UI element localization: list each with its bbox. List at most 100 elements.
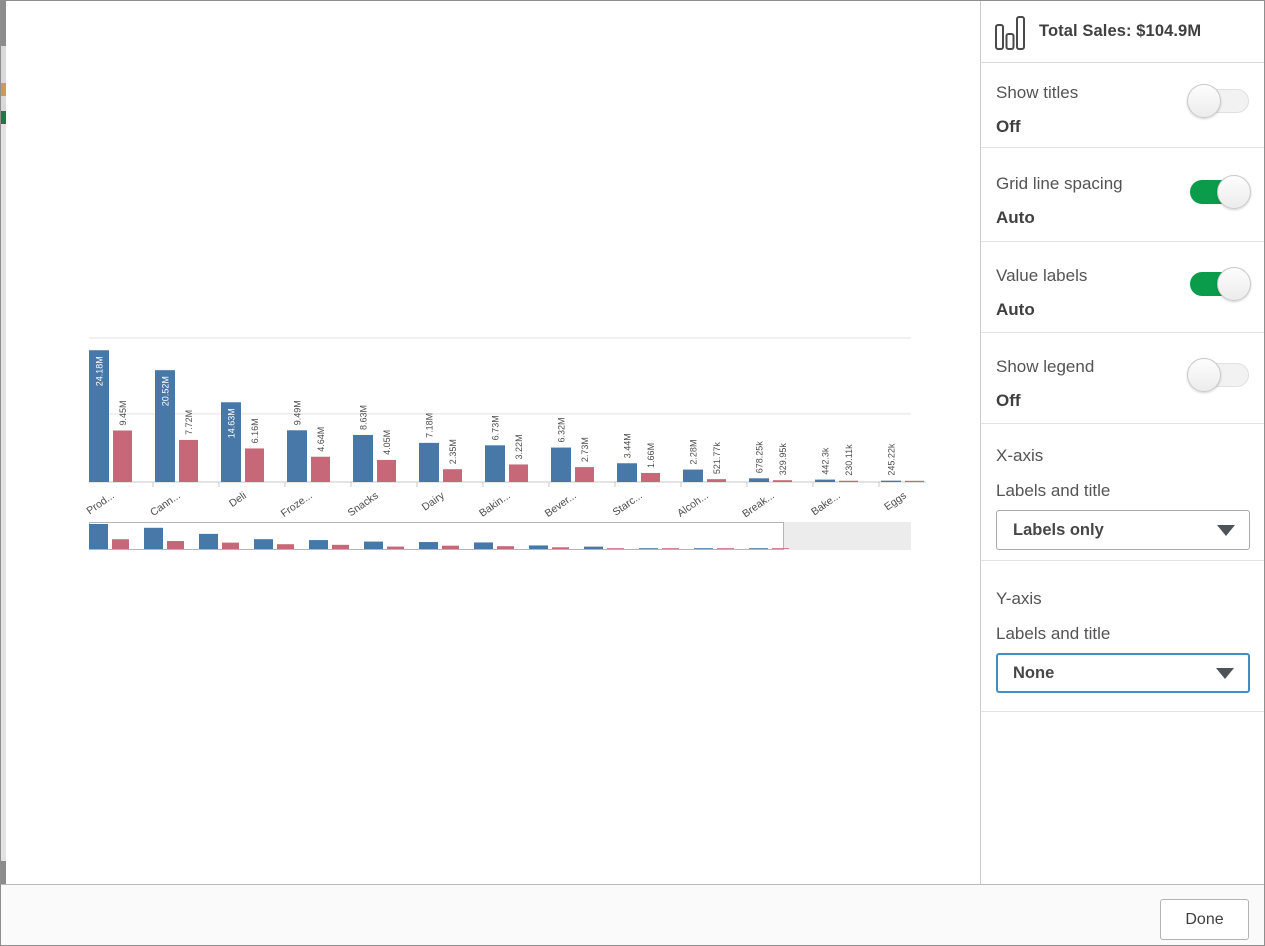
bar-series1-6[interactable]: [485, 445, 505, 482]
show-legend-toggle[interactable]: [1187, 357, 1251, 393]
edge-segment: [1, 46, 6, 83]
chevron-down-icon: [1217, 525, 1235, 536]
mini-bar-series2-7: [497, 546, 514, 549]
setting-x-axis: X-axis Labels and title Labels only: [981, 424, 1264, 561]
value-label: 4.64M: [316, 427, 326, 452]
bar-series2-2[interactable]: [245, 448, 264, 482]
x-axis-label: Dairy: [420, 489, 448, 513]
x-axis-label: Starc...: [611, 490, 645, 519]
setting-value: Off: [996, 391, 1021, 410]
y-axis-labels-dropdown[interactable]: None: [996, 653, 1250, 693]
mini-bar-series1-12: [749, 548, 768, 549]
edge-segment: [1, 96, 6, 111]
bar-series2-12[interactable]: [905, 480, 924, 482]
setting-value: Auto: [996, 208, 1035, 227]
value-label: 2.35M: [448, 439, 458, 464]
bar-series1-2[interactable]: [221, 402, 241, 482]
bar-series1-1[interactable]: [155, 370, 175, 482]
mini-bar-series1-8: [529, 545, 548, 549]
value-label: 4.05M: [382, 430, 392, 455]
setting-value-labels: Value labels Auto: [981, 242, 1264, 333]
bar-series2-1[interactable]: [179, 439, 198, 482]
setting-grid-line-spacing: Grid line spacing Auto: [981, 148, 1264, 242]
mini-bar-series2-0: [112, 539, 129, 549]
bar-series2-8[interactable]: [641, 472, 660, 482]
x-axis-label: Alcoh...: [675, 490, 711, 520]
mini-bar-series2-9: [607, 548, 624, 549]
mini-bar-series1-10: [639, 548, 658, 549]
setting-label: Value labels: [996, 266, 1088, 285]
x-axis-label: Bake...: [809, 490, 843, 519]
mini-bar-series2-3: [277, 544, 294, 549]
toggle-knob: [1187, 84, 1221, 118]
bar-series1-3[interactable]: [287, 430, 307, 482]
bar-series2-6[interactable]: [509, 464, 528, 482]
grid-line-spacing-toggle[interactable]: [1187, 174, 1251, 210]
toggle-knob: [1217, 175, 1251, 209]
value-label: 442.3k: [821, 447, 831, 475]
done-button[interactable]: Done: [1160, 899, 1249, 940]
value-label: 3.44M: [623, 433, 633, 458]
value-label: 3.22M: [514, 434, 524, 459]
mini-bar-series1-9: [584, 546, 603, 549]
bar-series2-4[interactable]: [377, 459, 396, 482]
x-axis-label: Deli: [227, 490, 249, 510]
dropdown-value: Labels only: [1013, 520, 1104, 539]
value-label: 8.63M: [359, 405, 369, 430]
x-axis-label: Break...: [740, 490, 777, 521]
axis-title: Y-axis: [996, 589, 1042, 608]
bar-series1-12[interactable]: [881, 480, 901, 482]
bar-chart-icon: [995, 15, 1025, 50]
x-axis-label: Cann...: [148, 490, 183, 519]
mini-bar-series1-6: [419, 542, 438, 549]
value-label: 1.66M: [646, 443, 656, 468]
axis-sublabel: Labels and title: [996, 481, 1111, 500]
bar-series1-10[interactable]: [749, 478, 769, 482]
object-title: Total Sales: $104.9M: [1039, 22, 1202, 40]
bar-series1-11[interactable]: [815, 479, 835, 482]
bar-series2-10[interactable]: [773, 480, 792, 482]
toggle-knob: [1187, 358, 1221, 392]
bar-series2-9[interactable]: [707, 479, 726, 482]
bar-series1-7[interactable]: [551, 447, 571, 482]
bar-series1-9[interactable]: [683, 469, 703, 482]
toggle-knob: [1217, 267, 1251, 301]
mini-bar-series2-8: [552, 547, 569, 549]
setting-show-legend: Show legend Off: [981, 333, 1264, 424]
grouped-bar-chart[interactable]: 24.18M 9.45M Prod... 20.52M 7.72M Cann... 14.6…: [1, 1, 980, 885]
bar-series2-0[interactable]: [113, 430, 132, 482]
mini-bar-series2-4: [332, 544, 349, 549]
bar-series1-0[interactable]: [89, 350, 109, 482]
x-axis-label: Snacks: [346, 490, 381, 520]
mini-bar-series2-2: [222, 542, 239, 549]
bar-series2-3[interactable]: [311, 456, 330, 482]
mini-bar-series1-3: [254, 539, 273, 549]
bar-series1-5[interactable]: [419, 442, 439, 482]
mini-bar-series1-1: [144, 527, 163, 549]
setting-label: Grid line spacing: [996, 174, 1123, 193]
chevron-down-icon: [1216, 668, 1234, 679]
scrollbar-track[interactable]: [784, 522, 911, 550]
mini-bar-series1-5: [364, 541, 383, 549]
setting-label: Show legend: [996, 357, 1095, 376]
x-axis-labels-dropdown[interactable]: Labels only: [996, 510, 1250, 550]
mini-bar-series2-11: [717, 548, 734, 549]
show-titles-toggle[interactable]: [1187, 83, 1251, 119]
mini-bar-series2-1: [167, 541, 184, 549]
bar-series2-7[interactable]: [575, 467, 594, 482]
value-label: 678.25k: [755, 441, 765, 474]
mini-bar-series2-5: [387, 546, 404, 549]
edge-segment: [1, 1, 6, 46]
chart-canvas[interactable]: 24.18M 9.45M Prod... 20.52M 7.72M Cann... 14.6…: [6, 1, 980, 885]
value-label: 329.95k: [778, 443, 788, 476]
setting-value: Auto: [996, 300, 1035, 319]
value-labels-toggle[interactable]: [1187, 266, 1251, 302]
bar-series1-8[interactable]: [617, 463, 637, 482]
mini-bar-series1-2: [199, 533, 218, 549]
mini-bar-series1-11: [694, 548, 713, 549]
bar-series1-4[interactable]: [353, 434, 373, 482]
x-axis-label: Bever...: [543, 490, 579, 520]
setting-value: Off: [996, 117, 1021, 136]
bar-series2-5[interactable]: [443, 469, 462, 482]
bar-series2-11[interactable]: [839, 480, 858, 482]
